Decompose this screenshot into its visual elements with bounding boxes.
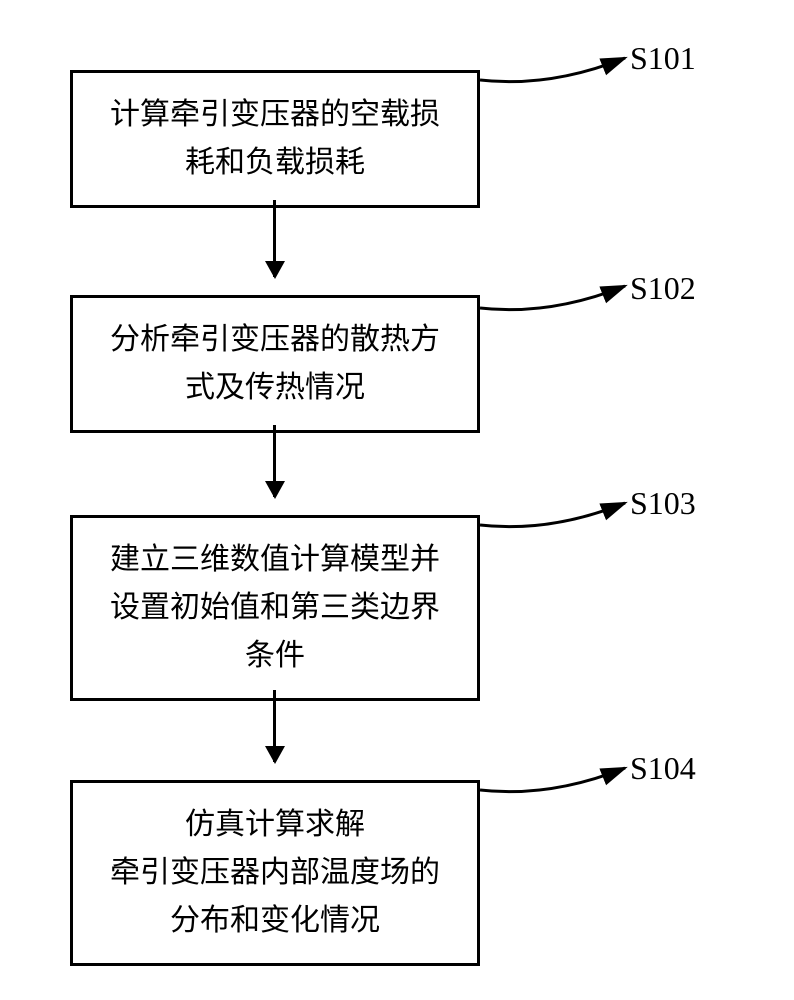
- node-3-line-1: 建立三维数值计算模型并: [97, 536, 453, 584]
- label-arrow-1: [480, 40, 640, 100]
- flow-node-4: 仿真计算求解 牵引变压器内部温度场的 分布和变化情况: [70, 780, 480, 966]
- label-arrow-4: [480, 750, 640, 810]
- node-2-line-1: 分析牵引变压器的散热方: [97, 316, 453, 364]
- node-4-line-2: 牵引变压器内部温度场的: [97, 849, 453, 897]
- node-4-line-3: 分布和变化情况: [97, 897, 453, 945]
- label-arrow-3: [480, 485, 640, 545]
- flow-node-3: 建立三维数值计算模型并 设置初始值和第三类边界 条件: [70, 515, 480, 701]
- label-arrow-2: [480, 268, 640, 328]
- edge-2-3: [273, 425, 276, 497]
- node-3-line-2: 设置初始值和第三类边界: [97, 584, 453, 632]
- node-1-line-1: 计算牵引变压器的空载损: [97, 91, 453, 139]
- node-3-line-3: 条件: [97, 632, 453, 680]
- edge-1-2: [273, 200, 276, 277]
- node-4-line-1: 仿真计算求解: [97, 801, 453, 849]
- flow-node-2: 分析牵引变压器的散热方 式及传热情况: [70, 295, 480, 433]
- edge-3-4: [273, 690, 276, 762]
- node-2-line-2: 式及传热情况: [97, 364, 453, 412]
- node-1-line-2: 耗和负载损耗: [97, 139, 453, 187]
- flow-node-1: 计算牵引变压器的空载损 耗和负载损耗: [70, 70, 480, 208]
